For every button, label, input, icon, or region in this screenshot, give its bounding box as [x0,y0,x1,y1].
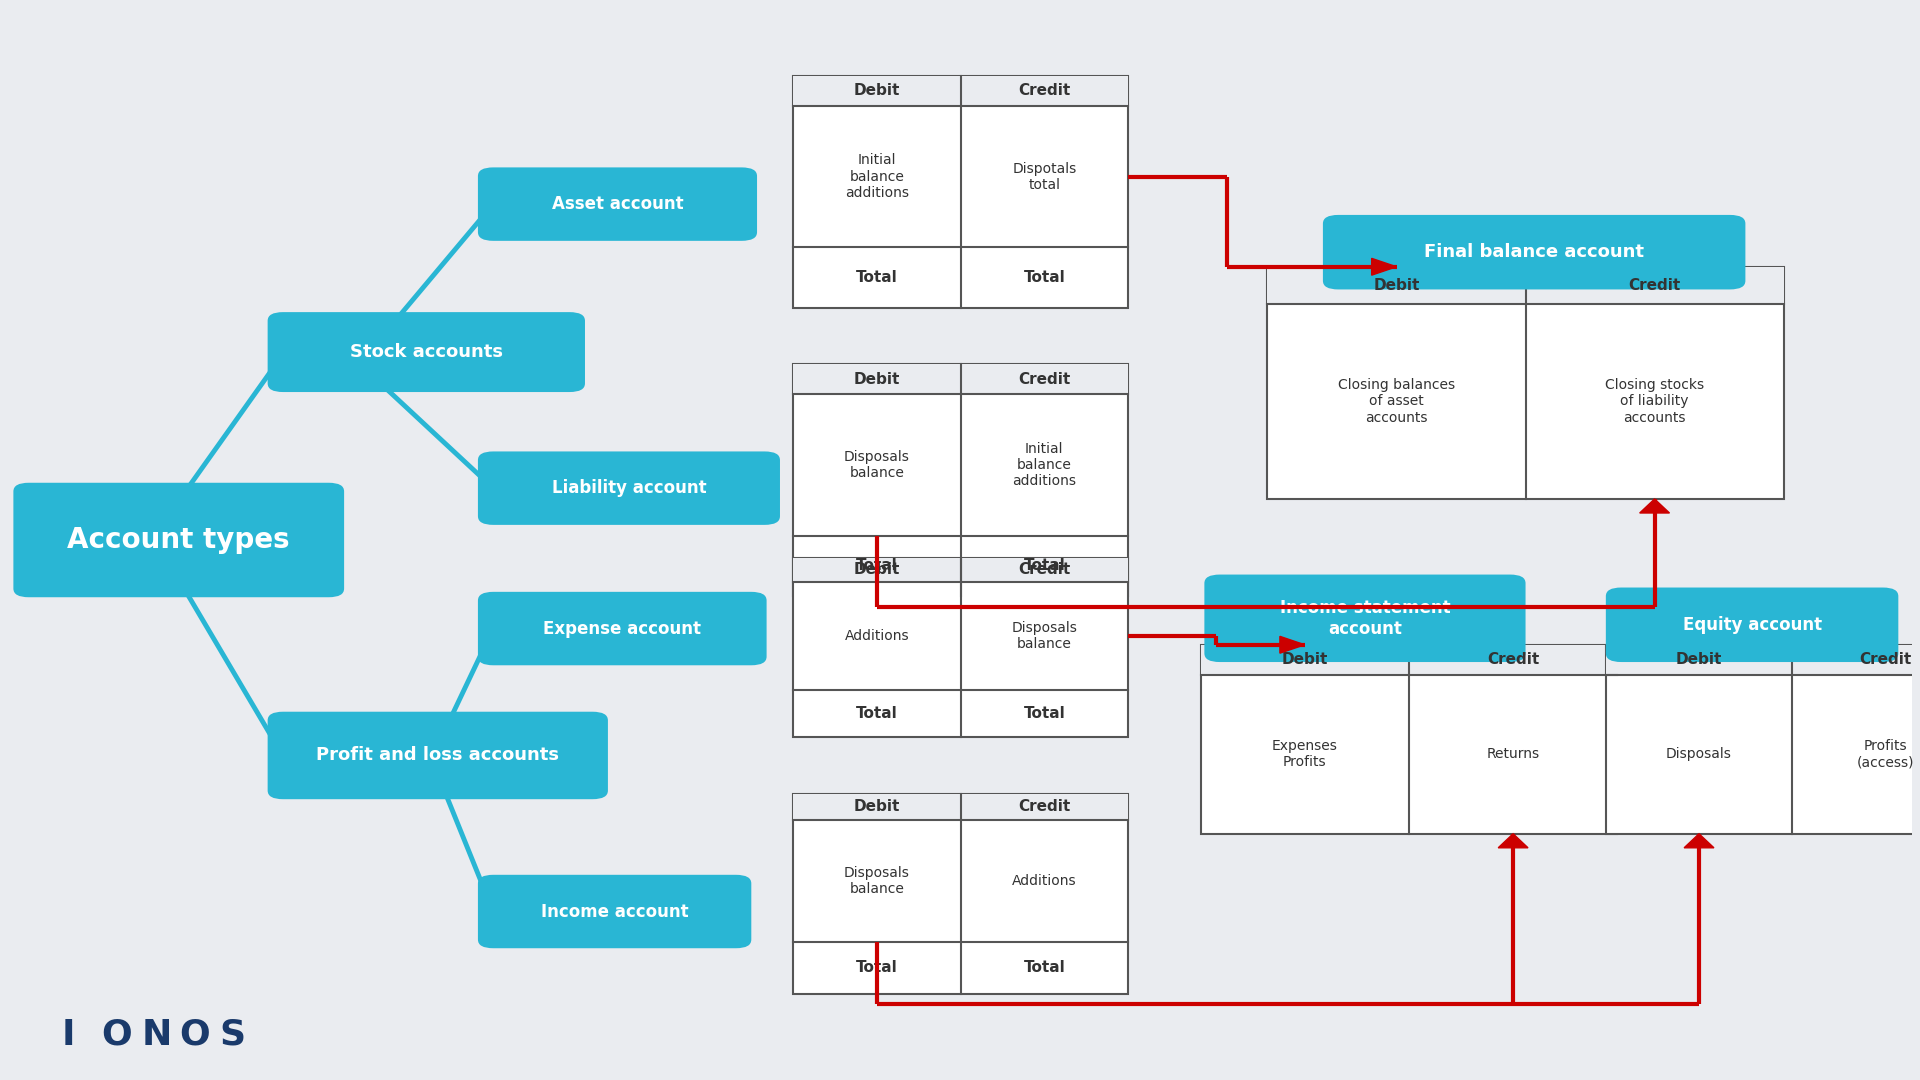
Text: Dispotals
total: Dispotals total [1012,162,1077,192]
Polygon shape [1371,258,1396,275]
Bar [793,558,1127,581]
Text: Credit: Credit [1018,799,1069,814]
FancyBboxPatch shape [478,592,766,665]
Text: Final balance account: Final balance account [1425,243,1644,261]
Text: Additions: Additions [1012,874,1077,888]
Text: I: I [61,1017,75,1052]
Text: Total: Total [1023,270,1066,285]
Bar [793,364,1127,596]
Text: Closing balances
of asset
accounts: Closing balances of asset accounts [1338,378,1455,424]
Bar [1267,267,1784,303]
Text: Credit: Credit [1018,563,1069,578]
Polygon shape [1640,499,1670,513]
Text: Debit: Debit [854,563,900,578]
FancyBboxPatch shape [267,712,609,799]
Text: Total: Total [856,706,899,720]
Bar [793,558,1127,737]
FancyBboxPatch shape [267,312,586,392]
Polygon shape [1281,636,1306,653]
Text: S: S [221,1017,246,1052]
Text: Credit: Credit [1018,83,1069,98]
Text: Debit: Debit [1281,652,1329,667]
Text: Disposals
balance: Disposals balance [845,865,910,895]
Text: Asset account: Asset account [551,195,684,213]
Text: Total: Total [1023,706,1066,720]
Text: Debit: Debit [854,83,900,98]
Bar [1200,645,1617,675]
Text: Total: Total [1023,960,1066,975]
FancyBboxPatch shape [1605,588,1899,662]
Text: Profit and loss accounts: Profit and loss accounts [317,746,559,765]
Text: Total: Total [1023,558,1066,573]
Text: Disposals
balance: Disposals balance [845,450,910,481]
Text: Income account: Income account [541,903,689,920]
Bar [793,794,1127,994]
FancyBboxPatch shape [13,483,344,597]
Text: Equity account: Equity account [1682,616,1822,634]
Text: N: N [142,1017,173,1052]
FancyBboxPatch shape [478,451,780,525]
Text: Credit: Credit [1018,372,1069,387]
FancyBboxPatch shape [1323,215,1745,289]
Text: Total: Total [856,270,899,285]
Text: Closing stocks
of liability
accounts: Closing stocks of liability accounts [1605,378,1705,424]
Bar [793,794,1127,820]
FancyBboxPatch shape [478,167,756,241]
Text: Expenses
Profits: Expenses Profits [1271,740,1338,769]
Text: Returns: Returns [1486,747,1540,761]
FancyBboxPatch shape [478,875,751,948]
Bar [1267,267,1784,499]
Bar [1605,645,1920,675]
Text: Account types: Account types [67,526,290,554]
Text: Debit: Debit [1373,278,1419,293]
Bar [793,76,1127,308]
Text: Disposals
balance: Disposals balance [1012,621,1077,651]
Text: Credit: Credit [1628,278,1680,293]
Text: Profits
(access): Profits (access) [1857,740,1914,769]
Text: Total: Total [856,960,899,975]
Text: Additions: Additions [845,629,910,643]
Bar [1605,645,1920,834]
Text: Expense account: Expense account [543,620,701,637]
Polygon shape [1498,834,1528,848]
Text: Liability account: Liability account [551,480,707,497]
Text: Disposals: Disposals [1667,747,1732,761]
Text: Stock accounts: Stock accounts [349,343,503,361]
Text: Debit: Debit [854,799,900,814]
Text: Income statement
account: Income statement account [1279,599,1450,637]
Bar [793,364,1127,394]
Polygon shape [1684,834,1715,848]
Text: Initial
balance
additions: Initial balance additions [1012,442,1077,488]
FancyBboxPatch shape [1204,575,1526,662]
Bar [1200,645,1617,834]
Text: O: O [180,1017,211,1052]
Text: Credit: Credit [1859,652,1912,667]
Text: Debit: Debit [854,372,900,387]
Text: Credit: Credit [1486,652,1540,667]
Text: Initial
balance
additions: Initial balance additions [845,153,908,200]
Text: Debit: Debit [1676,652,1722,667]
Text: Total: Total [856,558,899,573]
Bar [793,76,1127,106]
Text: O: O [102,1017,132,1052]
